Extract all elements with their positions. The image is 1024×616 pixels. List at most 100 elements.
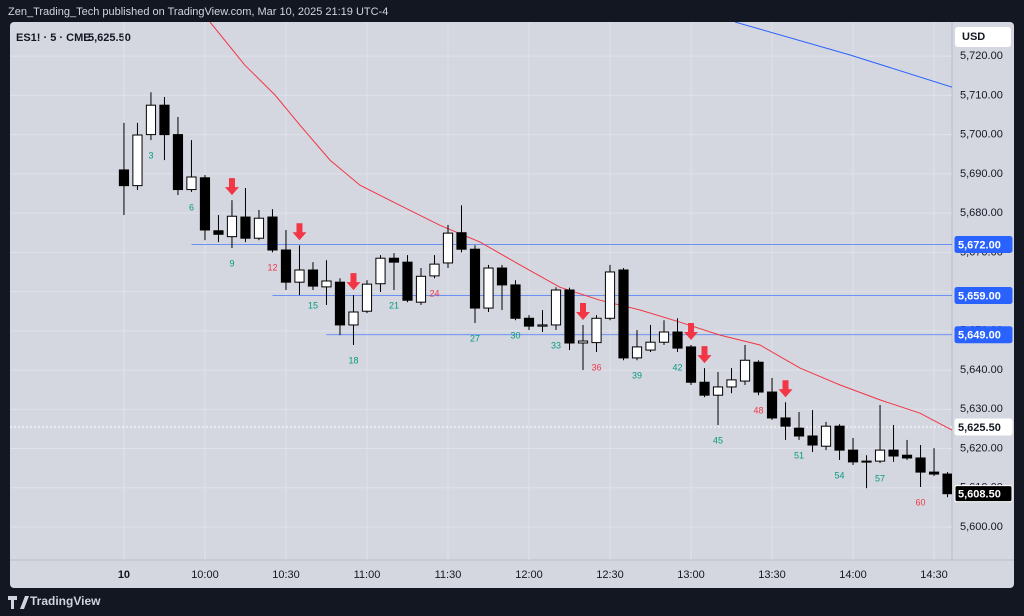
bar-count-label: 42 <box>673 362 683 372</box>
candle-body <box>469 248 481 309</box>
bar-count-label: 6 <box>189 202 194 212</box>
y-tick-label: 5,700.00 <box>960 129 1003 141</box>
publisher-text: Zen_Trading_Tech published on TradingVie… <box>8 6 388 18</box>
candle-body <box>537 324 548 327</box>
candle-body <box>132 134 143 187</box>
candle-body <box>685 346 697 383</box>
bar-count-label: 45 <box>713 435 723 445</box>
candle-body <box>199 177 211 231</box>
x-tick-label: 14:00 <box>839 569 867 581</box>
candle-body <box>591 317 602 344</box>
last-price-label: 5,608.50 <box>958 489 1001 501</box>
y-tick-label: 5,680.00 <box>960 207 1003 219</box>
candle-body <box>361 283 373 312</box>
candle-body <box>604 271 616 319</box>
bar-count-label: 9 <box>229 258 234 268</box>
header-price: 5,625.50 <box>88 32 131 44</box>
x-tick-label: 11:00 <box>354 569 381 581</box>
candle-body <box>172 134 184 191</box>
signal-arrow <box>778 380 793 398</box>
candle-body <box>739 359 751 382</box>
bar-count-label: 60 <box>916 497 926 507</box>
current-price-box <box>954 418 1013 436</box>
last-price-box <box>954 485 1013 503</box>
candle-body <box>901 454 913 459</box>
level-price-label: 5,672.00 <box>958 239 1001 251</box>
candle-body <box>415 275 427 303</box>
level-price-label: 5,659.00 <box>958 290 1001 302</box>
x-tick-label: 13:30 <box>758 569 786 581</box>
candle-body <box>348 311 359 326</box>
bar-count-label: 36 <box>591 362 601 372</box>
candle-body <box>847 449 859 463</box>
candle-body <box>456 232 467 250</box>
candle-body <box>388 257 400 263</box>
x-tick-label: 12:00 <box>515 569 543 581</box>
candle-body <box>294 269 305 283</box>
candle-body <box>766 391 778 419</box>
y-tick-label: 5,710.00 <box>960 89 1003 101</box>
candle-body <box>159 104 170 136</box>
y-tick-label: 5,600.00 <box>960 521 1003 533</box>
x-tick-label: 11:30 <box>435 569 462 581</box>
candle-body <box>213 230 224 235</box>
candle-body <box>118 169 130 187</box>
moving-average <box>209 22 952 431</box>
candle-body <box>523 317 535 327</box>
bar-count-label: 39 <box>632 371 642 381</box>
candle-body <box>226 215 238 238</box>
bar-count-label: 21 <box>389 300 399 310</box>
candle-body <box>658 331 670 343</box>
y-tick-label: 5,690.00 <box>960 168 1003 180</box>
candle-body <box>807 435 818 446</box>
y-tick-label: 5,720.00 <box>960 50 1003 62</box>
candle-body <box>429 263 440 277</box>
x-tick-label: 12:30 <box>596 569 624 581</box>
candle-body <box>145 104 157 136</box>
x-tick-label: 10:30 <box>272 569 300 581</box>
candle-body <box>442 232 454 264</box>
bar-count-label: 3 <box>148 150 153 160</box>
level-price-box <box>954 326 1013 344</box>
candle-body <box>874 449 886 462</box>
signal-arrow <box>346 273 361 291</box>
candle-body <box>280 249 292 283</box>
signal-arrow <box>576 302 591 320</box>
candle-body <box>861 460 872 463</box>
level-price-label: 5,649.00 <box>958 330 1001 342</box>
candle-body <box>307 269 319 287</box>
currency-box[interactable] <box>955 27 1011 47</box>
candle-body <box>267 216 278 251</box>
candle-body <box>820 425 832 447</box>
currency: USD <box>962 31 985 43</box>
candle-body <box>253 217 265 239</box>
candle-body <box>672 331 683 349</box>
candle-body <box>712 386 724 396</box>
bar-count-label: 57 <box>875 473 885 483</box>
bar-count-label: 12 <box>267 263 277 273</box>
candle-body <box>483 267 494 309</box>
candle-body <box>375 257 386 285</box>
signal-arrow <box>697 346 712 364</box>
candle-body <box>618 269 629 359</box>
y-tick-label: 5,620.00 <box>960 442 1003 454</box>
axes: 5,600.005,610.005,620.005,630.005,640.00… <box>118 50 1013 581</box>
bar-count-label: 48 <box>754 406 764 416</box>
level-price-box <box>954 235 1013 253</box>
candle-body <box>834 425 845 451</box>
candle-body <box>645 341 656 351</box>
signal-arrow <box>292 223 307 241</box>
y-tick-label: 5,640.00 <box>960 364 1003 376</box>
candle-body <box>780 417 791 427</box>
candle-body <box>402 261 413 301</box>
bar-count-label: 51 <box>794 450 804 460</box>
candle-body <box>510 284 521 319</box>
candle-body <box>550 289 562 326</box>
candle-body <box>321 280 332 288</box>
candle-body <box>186 176 197 191</box>
candle-body <box>928 471 940 475</box>
symbol: ES1! · 5 · CME <box>16 32 91 44</box>
candle-body <box>699 381 710 396</box>
